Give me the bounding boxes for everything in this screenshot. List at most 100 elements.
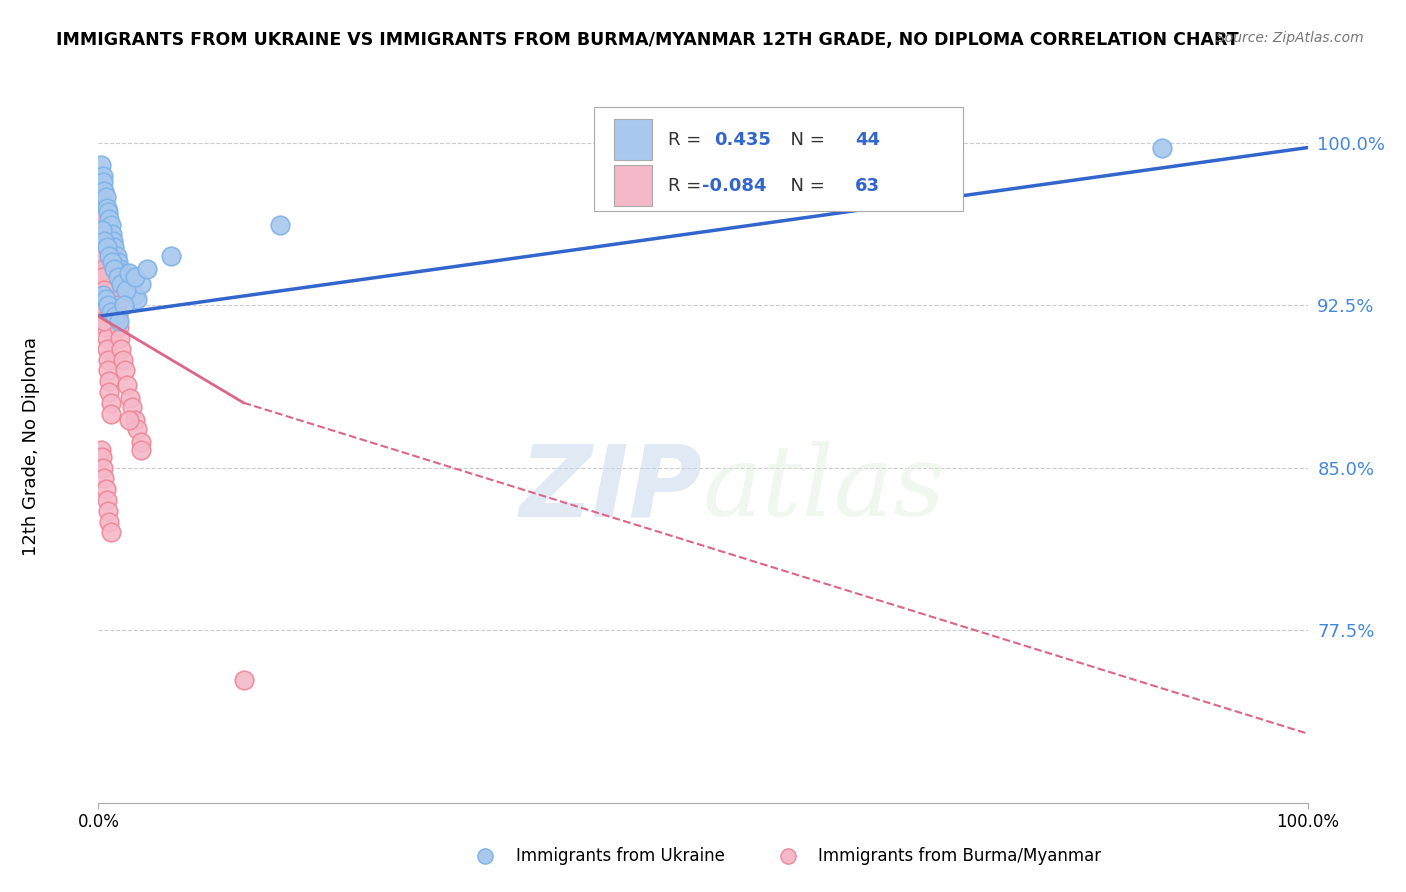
Point [97, 205, 120, 219]
Point [90, 196, 112, 211]
Text: atlas: atlas [703, 442, 946, 536]
Point [124, 287, 146, 301]
Point [124, 413, 146, 427]
Point [111, 266, 134, 280]
Point [98, 374, 121, 388]
Point [110, 342, 132, 356]
Point [105, 249, 128, 263]
Point [100, 255, 122, 269]
Point [118, 413, 141, 427]
Point [110, 277, 132, 291]
FancyBboxPatch shape [613, 165, 652, 206]
Point [91, 261, 114, 276]
Point [93, 471, 115, 485]
Text: Immigrants from Burma/Myanmar: Immigrants from Burma/Myanmar [818, 847, 1101, 865]
Point [98, 249, 121, 263]
Point [89, 179, 111, 194]
Point [114, 270, 136, 285]
Point [104, 310, 127, 324]
Point [105, 298, 128, 312]
Point [91, 234, 114, 248]
Point [108, 320, 131, 334]
Point [135, 261, 157, 276]
Text: Source: ZipAtlas.com: Source: ZipAtlas.com [1216, 31, 1364, 45]
Point [94, 320, 117, 334]
Point [91, 460, 114, 475]
Point [91, 244, 114, 259]
Point [91, 223, 114, 237]
Point [129, 277, 152, 291]
Point [97, 298, 120, 312]
Text: -0.084: -0.084 [702, 177, 766, 194]
Point [103, 240, 125, 254]
Point [93, 283, 115, 297]
Point [127, 422, 149, 436]
Text: N =: N = [779, 177, 831, 194]
Point [100, 407, 122, 421]
Point [100, 255, 122, 269]
FancyBboxPatch shape [613, 120, 652, 160]
Point [118, 392, 141, 406]
Point [94, 190, 117, 204]
Point [117, 378, 139, 392]
Text: ZIP: ZIP [520, 441, 703, 537]
Point [104, 287, 127, 301]
Text: Immigrants from Ukraine: Immigrants from Ukraine [516, 847, 724, 865]
Point [100, 219, 122, 233]
Point [101, 266, 124, 280]
Point [89, 190, 111, 204]
Point [100, 227, 122, 241]
Point [112, 298, 135, 312]
Point [97, 363, 120, 377]
Point [90, 443, 112, 458]
Text: N =: N = [779, 130, 831, 148]
Point [115, 283, 138, 297]
Point [93, 292, 115, 306]
Point [121, 400, 143, 414]
Point [118, 277, 141, 291]
Point [107, 310, 129, 324]
Point [91, 266, 114, 280]
Point [129, 434, 152, 449]
Point [103, 277, 125, 291]
Point [124, 270, 146, 285]
Text: 0.435: 0.435 [714, 130, 770, 148]
Point [91, 287, 114, 301]
Point [93, 234, 115, 248]
Point [100, 305, 122, 319]
Point [91, 305, 114, 319]
Point [107, 255, 129, 269]
Point [93, 313, 115, 327]
Point [108, 331, 131, 345]
Text: 12th Grade, No Diploma: 12th Grade, No Diploma [22, 336, 39, 556]
Point [91, 292, 114, 306]
Point [97, 504, 120, 518]
Point [96, 240, 118, 254]
Point [121, 283, 143, 297]
Point [90, 211, 112, 226]
Point [97, 352, 120, 367]
Point [127, 292, 149, 306]
Point [91, 255, 114, 269]
Point [96, 493, 118, 508]
FancyBboxPatch shape [595, 107, 963, 211]
Point [103, 261, 125, 276]
Point [111, 352, 134, 367]
Point [114, 363, 136, 377]
Point [91, 169, 114, 183]
Point [96, 331, 118, 345]
Point [118, 266, 141, 280]
Point [91, 277, 114, 291]
Point [90, 211, 112, 226]
Point [160, 249, 183, 263]
Point [101, 234, 124, 248]
Point [269, 219, 291, 233]
Text: 63: 63 [855, 177, 880, 194]
Point [129, 443, 152, 458]
Text: R =: R = [668, 177, 707, 194]
Text: 44: 44 [855, 130, 880, 148]
Point [98, 384, 121, 399]
Point [94, 292, 117, 306]
Point [91, 175, 114, 189]
Point [98, 211, 121, 226]
